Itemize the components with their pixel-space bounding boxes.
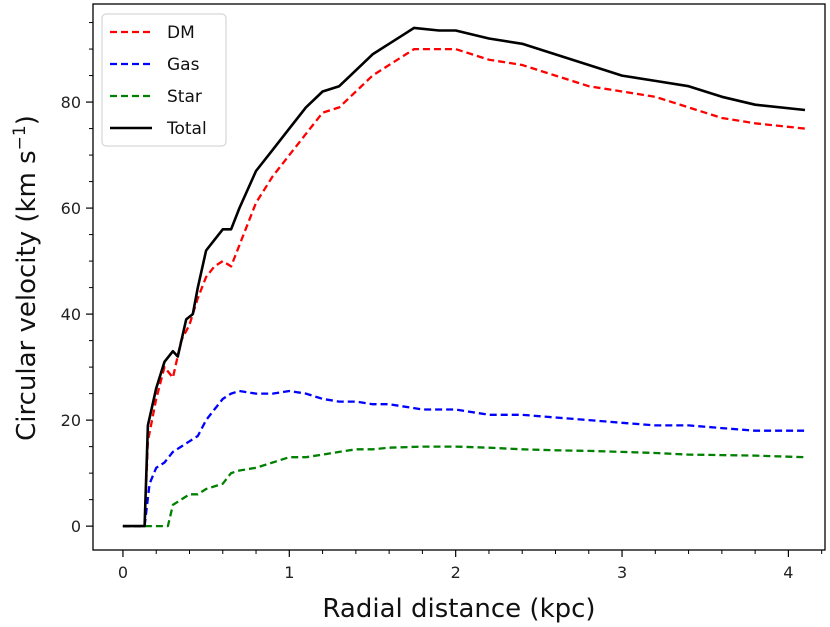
y-tick-label: 80 [61,93,81,112]
circular-velocity-chart: 0 1 2 3 4020406080 Radial distance (kpc) Cir… [0,0,830,627]
legend-label-gas: Gas [167,55,200,75]
x-axis-label: Radial distance (kpc) [322,594,595,624]
legend-label-star: Star [167,87,202,107]
x-tick-label: 1 [284,563,294,582]
legend-box [102,14,226,146]
legend-label-total: Total [166,119,207,139]
y-axis-label: Circular velocity (km s−1) [10,115,42,441]
x-tick-label: 2 [451,563,461,582]
x-tick-label: 3 [617,563,627,582]
y-tick-label: 40 [61,305,81,324]
y-tick-label: 60 [61,199,81,218]
y-tick-label: 0 [71,517,81,536]
x-tick-label: 4 [783,563,793,582]
legend-label-dm: DM [167,23,195,43]
legend: DM Gas Star Total [102,14,226,146]
x-tick-label: 0 [118,563,128,582]
y-tick-label: 20 [61,411,81,430]
